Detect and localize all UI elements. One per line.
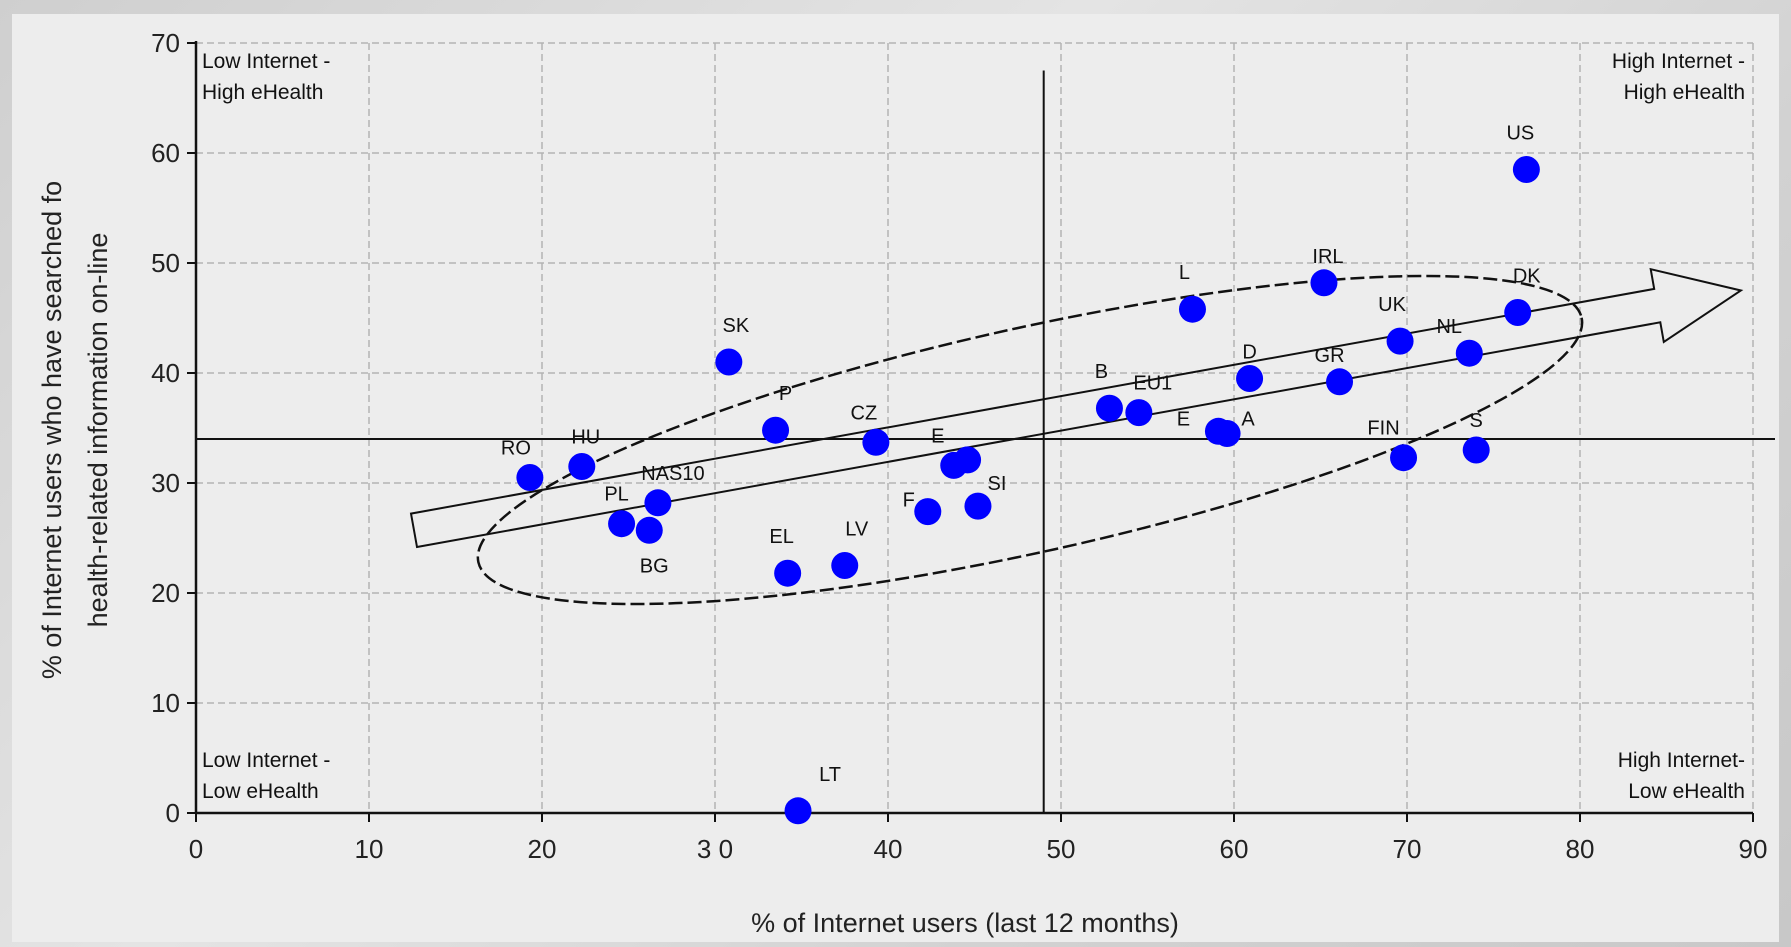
point-label: GR (1315, 345, 1345, 367)
point-label: FIN (1367, 418, 1399, 440)
quadrant-label-bottom-left: Low Internet - (202, 749, 330, 772)
y-axis-title-line-1: % of Internet users who have searched fo (37, 181, 67, 679)
data-point (964, 492, 992, 520)
data-point (516, 464, 544, 491)
data-point (1310, 269, 1338, 297)
point-label: US (1506, 123, 1534, 145)
quadrant-label-bottom-right: High Internet- (1618, 749, 1745, 772)
point-label: LV (845, 519, 869, 541)
data-point (914, 498, 942, 526)
point-label: SI (988, 473, 1007, 495)
quadrant-label-top-right: High Internet - (1612, 50, 1745, 73)
data-point (1125, 399, 1153, 427)
trend-ellipse (476, 274, 1584, 606)
x-tick-label: 80 (1566, 834, 1595, 864)
data-point (1326, 368, 1354, 396)
quadrant-labels: Low Internet - High eHealth High Internet … (202, 50, 1745, 803)
x-tick-label: 0 (189, 834, 203, 864)
quadrant-label-top-left: Low Internet - (202, 50, 330, 73)
data-point (862, 428, 890, 456)
point-label: NL (1436, 316, 1462, 338)
x-tick-label: 40 (874, 834, 903, 864)
data-point (762, 416, 790, 444)
point-label: F (903, 490, 915, 512)
trend-arrow (409, 267, 1744, 549)
y-axis-title-line-2: health-related information on-line (83, 233, 113, 628)
data-point (1462, 436, 1490, 464)
data-point (954, 446, 982, 474)
x-tick-label: 50 (1047, 834, 1076, 864)
data-point (715, 348, 743, 376)
data-point (1095, 394, 1123, 422)
data-point (1455, 339, 1483, 367)
chart-panel (12, 14, 1779, 942)
point-label: BG (640, 555, 669, 577)
point-label: DK (1513, 266, 1541, 288)
y-tick-label: 0 (166, 798, 180, 828)
data-point (1386, 327, 1414, 355)
point-label: L (1179, 262, 1190, 284)
point-label: D (1242, 342, 1256, 364)
quadrant-label-bottom-left: Low eHealth (202, 780, 319, 803)
point-label: E (1177, 408, 1190, 430)
x-tick-label: 70 (1393, 834, 1422, 864)
y-tick-label: 40 (151, 358, 180, 388)
x-tick-label: 3 0 (697, 834, 733, 864)
data-point (774, 559, 802, 587)
point-label: A (1241, 409, 1255, 431)
data-point (1178, 295, 1206, 323)
data-point (644, 489, 672, 517)
data-point (1236, 365, 1264, 392)
x-tick-label: 60 (1220, 834, 1249, 864)
y-tick-label: 60 (151, 138, 180, 168)
data-point (635, 516, 663, 544)
point-label: CZ (851, 402, 878, 424)
point-label: HU (571, 427, 600, 449)
quadrant-label-bottom-right: Low eHealth (1628, 780, 1745, 803)
trend-overlay (409, 267, 1744, 606)
data-point (1504, 299, 1532, 326)
point-label: NAS10 (641, 463, 704, 485)
threshold-lines (196, 70, 1775, 813)
point-label: UK (1378, 294, 1406, 316)
x-tick-label: 10 (355, 834, 384, 864)
data-point (608, 510, 636, 538)
data-point (784, 797, 812, 825)
y-tick-label: 20 (151, 578, 180, 608)
x-tick-label: 20 (528, 834, 557, 864)
y-tick-label: 50 (151, 248, 180, 278)
point-label: E (931, 425, 944, 447)
point-label: B (1095, 361, 1108, 383)
quadrant-label-top-right: High eHealth (1624, 81, 1745, 104)
y-tick-label: 70 (151, 28, 180, 58)
point-label: EU1 (1133, 373, 1172, 395)
data-point (1390, 444, 1418, 472)
data-point (831, 552, 859, 579)
point-label: SK (722, 315, 749, 337)
data-point (568, 453, 596, 480)
data-point (1213, 420, 1241, 447)
axes (187, 41, 1754, 822)
x-tick-label: 90 (1739, 834, 1768, 864)
x-axis-title: % of Internet users (last 12 months) (751, 908, 1179, 938)
y-tick-label: 10 (151, 688, 180, 718)
point-label: RO (501, 438, 531, 460)
point-label: P (779, 383, 792, 405)
point-label: S (1470, 410, 1483, 432)
point-label: PL (604, 484, 628, 506)
point-label: LT (819, 764, 841, 786)
data-points: RO HU PL BG NAS10 SK P EL LT LV CZ F E SI B EU1 L E A D IRL G… (501, 123, 1541, 825)
y-tick-label: 30 (151, 468, 180, 498)
data-point (1512, 156, 1540, 183)
quadrant-label-top-left: High eHealth (202, 81, 323, 104)
point-label: IRL (1312, 246, 1343, 268)
point-label: EL (769, 526, 793, 548)
